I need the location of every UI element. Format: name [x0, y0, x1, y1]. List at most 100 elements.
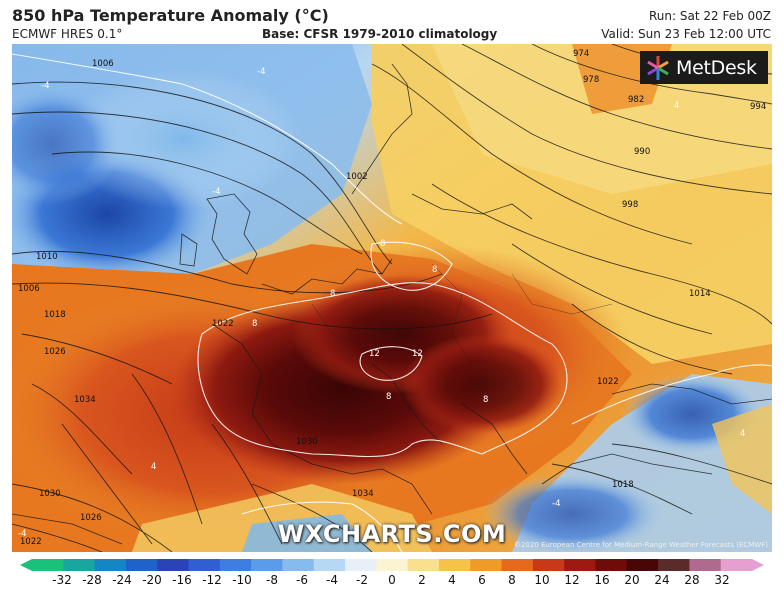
colorbar-segment — [219, 559, 252, 571]
colorbar-segment — [157, 559, 190, 571]
metdesk-logo-mark — [647, 55, 669, 80]
colorbar-tick-label: -10 — [232, 573, 252, 587]
isobar-label: 1030 — [296, 437, 318, 447]
anomaly-label: -4 — [212, 187, 220, 197]
colorbar-segment — [564, 559, 596, 571]
watermark: WXCHARTS.COM — [277, 520, 507, 548]
isobar-label: 1022 — [20, 537, 42, 547]
colorbar-arrow-right — [752, 559, 764, 571]
isobar-label: 994 — [750, 102, 766, 112]
colorbar-tick-label: -28 — [82, 573, 102, 587]
colorbar-segment — [720, 559, 753, 571]
colorbar-segment — [188, 559, 221, 571]
colorbar-tick-label: 2 — [418, 573, 426, 587]
isobar-label: 978 — [583, 75, 599, 85]
colorbar-tick-label: 6 — [478, 573, 486, 587]
anomaly-label: 12 — [369, 349, 380, 359]
colorbar-tick-label: -12 — [202, 573, 222, 587]
colorbar-tick-label: -32 — [52, 573, 72, 587]
colorbar-segment — [438, 559, 471, 571]
isobar-label: 1030 — [39, 489, 61, 499]
anomaly-label: 8 — [386, 392, 391, 402]
anomaly-map: 1006 1002 974 978 982 990 994 998 1010 1… — [12, 44, 772, 552]
colorbar-tick-label: 20 — [624, 573, 640, 587]
colorbar-tick-label: -8 — [266, 573, 278, 587]
colorbar-segment — [658, 559, 690, 571]
colorbar-tick-label: 0 — [388, 573, 396, 587]
isobar-label: 1022 — [212, 319, 234, 329]
metdesk-logo: MetDesk — [640, 51, 768, 84]
colorbar-tick-label: 32 — [714, 573, 730, 587]
colorbar-arrow-left — [20, 559, 32, 571]
colorbar-tick-label: 28 — [684, 573, 700, 587]
model-label: ECMWF HRES 0.1° — [12, 27, 123, 41]
colorbar-segment — [63, 559, 96, 571]
isobar-labels: 1006 1002 974 978 982 990 994 998 1010 1… — [18, 49, 766, 547]
anomaly-label: 8 — [380, 239, 385, 249]
valid-label: Valid: Sun 23 Feb 12:00 UTC — [601, 27, 771, 41]
colorbar-segment — [407, 559, 440, 571]
anomaly-label: -4 — [552, 499, 560, 509]
anomaly-label: 4 — [674, 101, 679, 111]
isobar-label: 1002 — [346, 172, 368, 182]
colorbar-segment — [532, 559, 565, 571]
colorbar-tick-label: 24 — [654, 573, 670, 587]
colorbar-segment — [251, 559, 283, 571]
metdesk-logo-text: MetDesk — [676, 56, 757, 79]
anomaly-label: -4 — [257, 67, 265, 77]
colorbar-tick-label: 12 — [564, 573, 580, 587]
colorbar-tick-label: -20 — [142, 573, 162, 587]
colorbar-labels: -32 -28 -24 -20 -16 -12 -10 -8 -6 -4 -2 0 2 4 6 8 10 12 16… — [0, 573, 784, 591]
anomaly-label: -4 — [18, 529, 26, 539]
colorbar-tick-label: 10 — [534, 573, 550, 587]
isobar-label: 1034 — [74, 395, 96, 405]
colorbar-tick-label: -6 — [296, 573, 308, 587]
colorbar-tick-label: -24 — [112, 573, 132, 587]
anomaly-label: 8 — [432, 265, 437, 275]
colorbar-tick-label: -4 — [326, 573, 338, 587]
isobar-label: 1018 — [612, 480, 634, 490]
isobar-label: 1026 — [44, 347, 66, 357]
anomaly-label: 8 — [252, 319, 257, 329]
isobar-label: 1026 — [80, 513, 102, 523]
isobar-label: 974 — [573, 49, 589, 59]
isobar-label: 1034 — [352, 489, 374, 499]
base-label: Base: CFSR 1979-2010 climatology — [262, 27, 498, 41]
isobar-label: 1006 — [18, 284, 40, 294]
isobar-label: 1014 — [689, 289, 711, 299]
isobar-label: 990 — [634, 147, 650, 157]
isobar-label: 1018 — [44, 310, 66, 320]
isobar-label: 1006 — [92, 59, 114, 69]
colorbar-segment — [125, 559, 158, 571]
header-title: 850 hPa Temperature Anomaly (°C) — [12, 6, 329, 25]
colorbar-segment — [32, 559, 64, 571]
anomaly-label: 8 — [330, 289, 335, 299]
anomaly-label: -4 — [41, 81, 49, 91]
colorbar-segment — [282, 559, 315, 571]
colorbar-tick-label: -16 — [172, 573, 192, 587]
colorbar-tick-label: 16 — [594, 573, 610, 587]
anomaly-labels: -4 -4 -4 4 8 8 8 8 12 12 8 8 4 -4 4 -4 — [18, 67, 745, 539]
attribution: ©2020 European Centre for Medium-Range W… — [514, 541, 768, 549]
colorbar-segment — [345, 559, 377, 571]
colorbar-segment — [470, 559, 503, 571]
colorbar-tick-label: -2 — [356, 573, 368, 587]
colorbar — [20, 559, 764, 571]
anomaly-label: 4 — [151, 462, 156, 472]
anomaly-contours — [12, 53, 772, 552]
isobar-label: 982 — [628, 95, 644, 105]
colorbar-tick-label: 8 — [508, 573, 516, 587]
colorbar-segment — [313, 559, 346, 571]
colorbar-segment — [501, 559, 534, 571]
isobar-label: 998 — [622, 200, 638, 210]
isobar-label: 1010 — [36, 252, 58, 262]
colorbar-segment — [689, 559, 722, 571]
colorbar-segment — [376, 559, 409, 571]
colorbar-segment — [94, 559, 127, 571]
map-canvas: 1006 1002 974 978 982 990 994 998 1010 1… — [12, 44, 772, 552]
anomaly-label: 12 — [412, 349, 423, 359]
anomaly-label: 8 — [483, 395, 488, 405]
anomaly-label: 4 — [740, 429, 745, 439]
run-label: Run: Sat 22 Feb 00Z — [649, 9, 771, 23]
colorbar-tick-label: 4 — [448, 573, 456, 587]
